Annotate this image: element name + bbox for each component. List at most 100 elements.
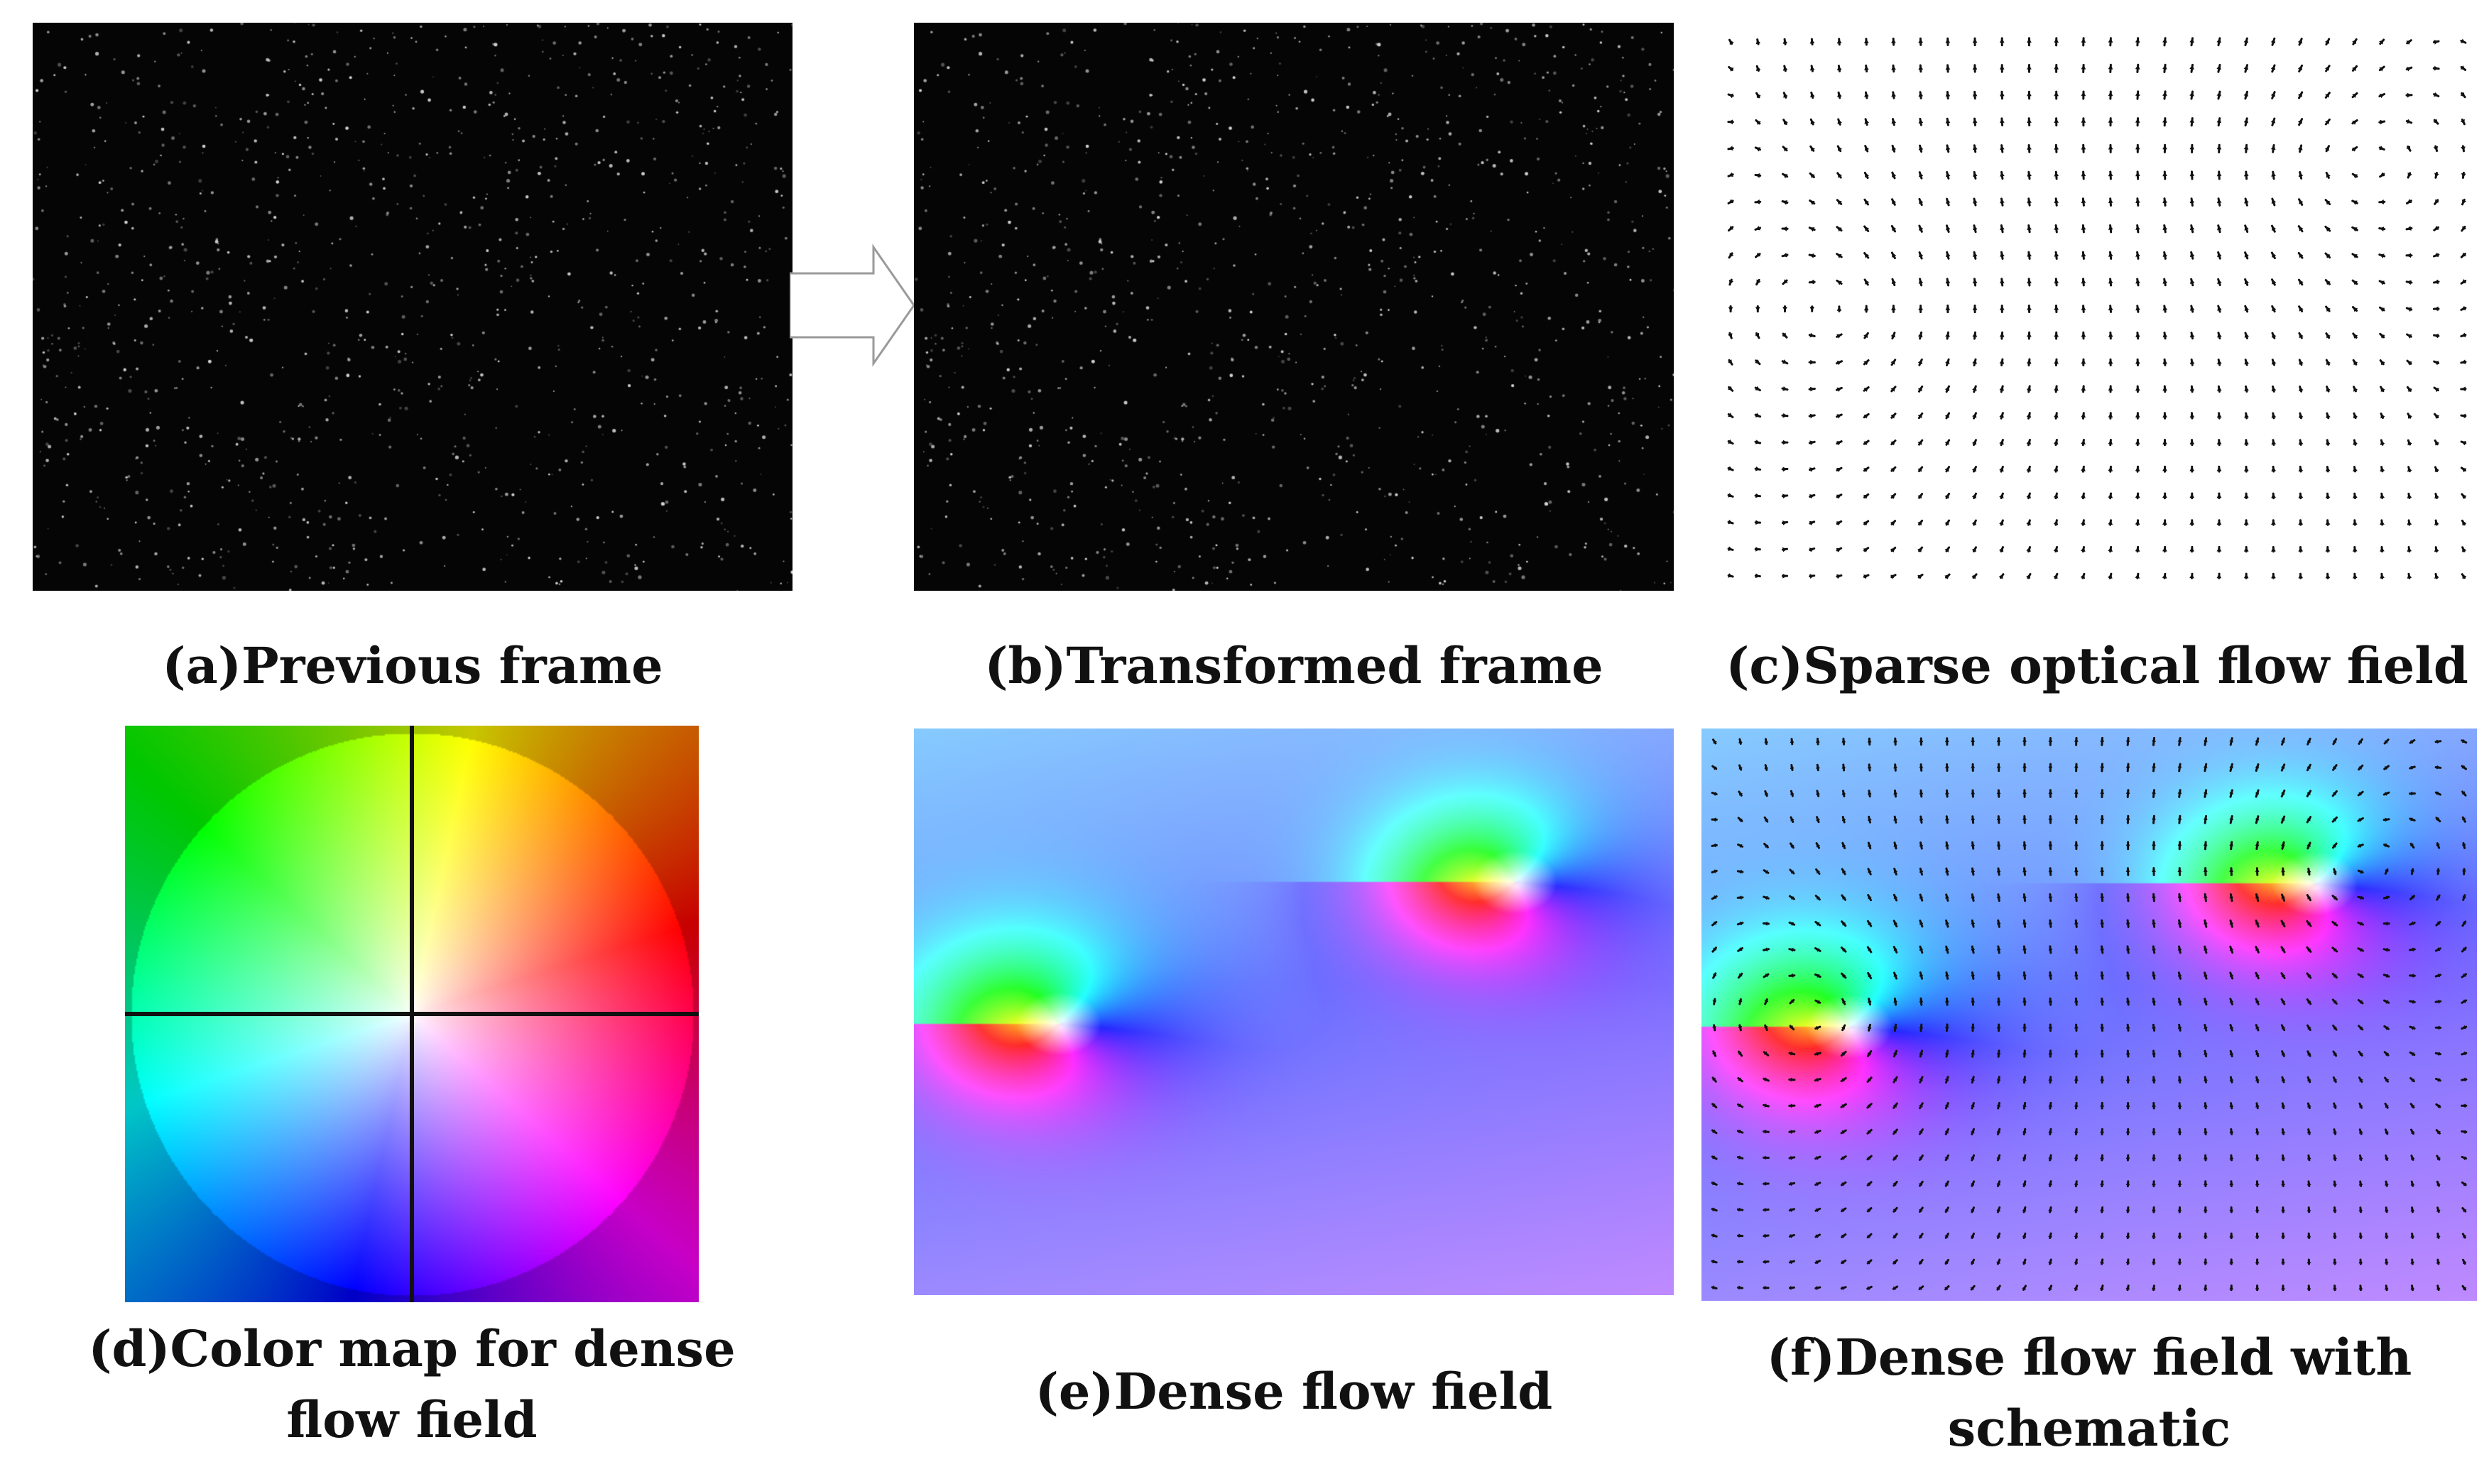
flow-vector-head — [1917, 413, 1922, 419]
flow-vector-head — [2353, 386, 2358, 392]
flow-vector-head — [2026, 547, 2031, 552]
flow-vector-head — [2380, 280, 2385, 285]
schematic-vector-head — [2436, 973, 2441, 978]
flow-vector-head — [2351, 147, 2357, 152]
flow-vector-head — [2326, 440, 2331, 445]
schematic-vector-head — [1713, 973, 1717, 978]
flow-vector-head — [1865, 279, 1870, 285]
schematic-vector-head — [2358, 1155, 2363, 1160]
flow-vector-head — [2054, 413, 2059, 418]
flow-vector-head — [2461, 252, 2467, 258]
flow-vector-head — [2108, 332, 2113, 337]
flow-vector-head — [1728, 519, 1733, 525]
schematic-vector-head — [1867, 1077, 1872, 1082]
caption-f: (f)Dense flow field with schematic — [1701, 1322, 2477, 1464]
flow-vector-head — [1727, 386, 1733, 391]
schematic-vector-head — [2255, 1207, 2260, 1211]
schematic-vector-head — [1970, 1207, 1975, 1212]
schematic-vector-head — [1738, 1233, 1743, 1238]
schematic-vector-head — [2462, 895, 2467, 900]
flow-vector-head — [2054, 359, 2059, 364]
flow-vector-head — [2162, 493, 2167, 498]
flow-vector-head — [1836, 441, 1842, 446]
flow-vector-head — [2272, 279, 2277, 285]
schematic-vector-head — [2255, 1233, 2260, 1238]
flow-vector-head — [2379, 227, 2385, 231]
schematic-vector-head — [2074, 1103, 2079, 1107]
schematic-vector-head — [1841, 1104, 1846, 1108]
flow-vector-head — [1864, 92, 1869, 97]
flow-vector-head — [2162, 145, 2167, 150]
schematic-vector-head — [1996, 764, 2001, 768]
schematic-vector-head — [2152, 972, 2156, 977]
flow-vector-head — [1782, 440, 1787, 445]
flow-vector-head — [2081, 278, 2086, 284]
schematic-vector-head — [1738, 739, 1743, 743]
schematic-vector-head — [1919, 1103, 1923, 1108]
flow-vector-head — [1836, 280, 1842, 285]
flow-vector-head — [1917, 440, 1922, 446]
schematic-vector-head — [2333, 1207, 2337, 1212]
schematic-vector-head — [2332, 922, 2337, 926]
schematic-vector-head — [1919, 1050, 1923, 1055]
flow-vector-head — [2216, 547, 2222, 552]
schematic-vector-head — [2255, 999, 2260, 1003]
schematic-vector-head — [2384, 895, 2389, 900]
flow-vector-head — [2353, 333, 2358, 339]
schematic-vector-head — [1816, 790, 1820, 795]
schematic-vector-head — [1867, 1025, 1872, 1030]
flow-vector-head — [2326, 173, 2331, 178]
flow-vector-head — [1945, 305, 1951, 310]
schematic-vector-head — [1971, 842, 1976, 846]
schematic-vector-head — [1970, 1155, 1975, 1160]
schematic-vector-head — [1996, 1286, 2000, 1291]
flow-vector-head — [2434, 574, 2439, 579]
flow-vector-head — [1755, 440, 1760, 444]
schematic-vector-head — [1842, 869, 1846, 874]
flow-vector-head — [2108, 92, 2113, 97]
schematic-vector-head — [1868, 921, 1872, 926]
schematic-vector-head — [2203, 1207, 2208, 1211]
flow-vector-head — [2407, 520, 2412, 525]
flow-vector-head — [2081, 38, 2086, 43]
flow-vector-head — [1864, 226, 1870, 231]
schematic-vector-head — [2125, 1076, 2130, 1081]
schematic-vector-head — [2152, 1207, 2156, 1211]
schematic-vector-head — [2436, 1182, 2441, 1186]
schematic-vector-head — [1790, 843, 1794, 848]
schematic-vector-head — [2281, 842, 2285, 847]
schematic-vector-head — [1764, 870, 1769, 874]
schematic-vector-head — [1841, 765, 1846, 769]
flow-vector-head — [1944, 440, 1949, 445]
flow-vector-head — [2299, 280, 2304, 285]
schematic-vector-head — [2255, 973, 2260, 978]
flow-vector-head — [1945, 119, 1951, 124]
caption-f-line-2: schematic — [1947, 1399, 2231, 1458]
flow-vector-head — [2299, 226, 2304, 231]
caption-c: (c)Sparse optical flow field — [1717, 631, 2477, 702]
flow-vector-head — [2081, 520, 2086, 525]
flow-vector-head — [1837, 200, 1842, 205]
schematic-vector-head — [2177, 946, 2182, 951]
schematic-vector-head — [2177, 1285, 2182, 1290]
flow-vector-head — [2434, 252, 2439, 257]
flow-vector-head — [1809, 227, 1815, 232]
schematic-vector-head — [1841, 921, 1846, 926]
schematic-vector-head — [2204, 894, 2208, 898]
schematic-vector-head — [2125, 1259, 2130, 1264]
dense-flow-field-with-schematic — [1701, 729, 2477, 1301]
schematic-vector-head — [1892, 1103, 1897, 1108]
schematic-vector-head — [2461, 844, 2466, 849]
flow-vector-head — [2027, 198, 2032, 204]
schematic-vector-head — [2100, 842, 2105, 846]
flow-vector-head — [2326, 253, 2331, 258]
flow-vector-head — [1892, 252, 1897, 258]
schematic-vector-head — [1816, 765, 1820, 769]
schematic-vector-head — [2022, 764, 2027, 768]
flow-vector-head — [2407, 361, 2412, 366]
caption-b: (b)Transformed frame — [914, 631, 1674, 702]
schematic-vector-head — [1971, 946, 1976, 951]
flow-vector-head — [1729, 252, 1734, 258]
particle-image-b — [914, 23, 1674, 591]
schematic-vector-head — [2074, 1050, 2079, 1055]
